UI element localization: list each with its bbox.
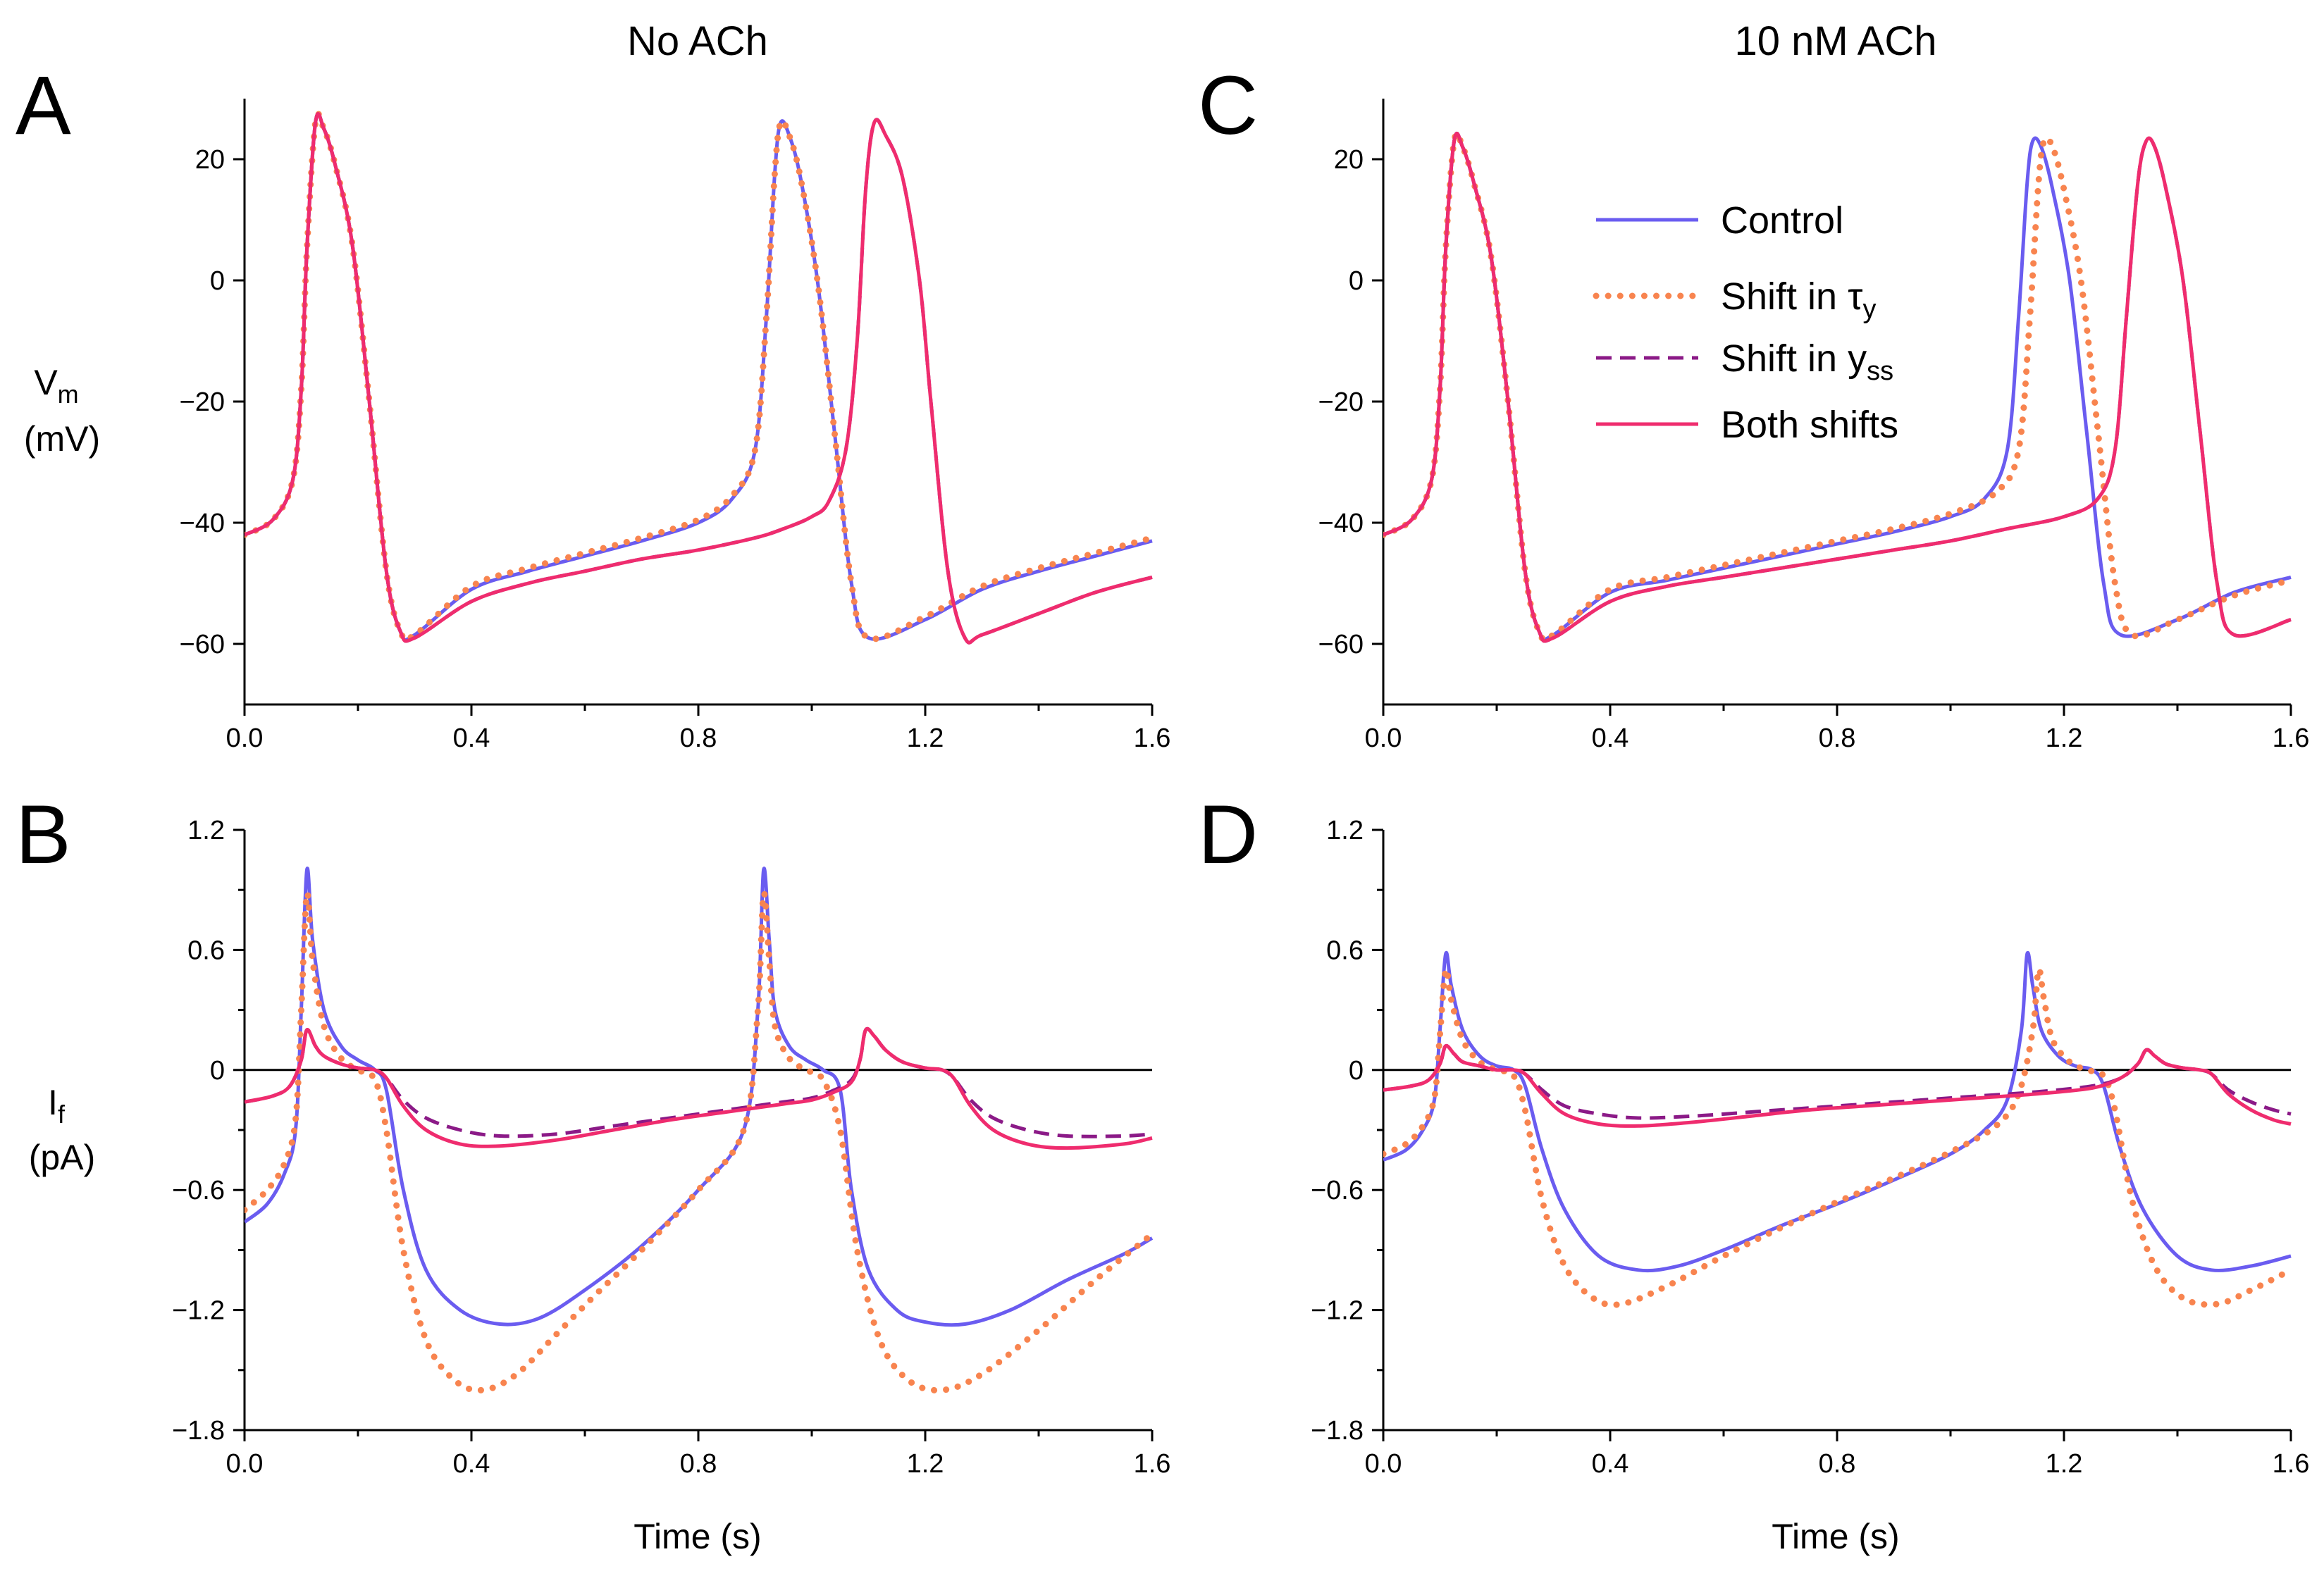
- series-tau-line-D: [1383, 966, 2294, 1308]
- column-title-left: No ACh: [627, 18, 768, 64]
- y-tick-label-D: −1.2: [1311, 1296, 1364, 1326]
- y-tick-label-C: 20: [1334, 145, 1364, 175]
- ylabel-vm-symbol: V: [34, 363, 58, 402]
- x-tick-label-B: 0.4: [453, 1449, 490, 1479]
- y-tick-label-C: −20: [1318, 387, 1364, 417]
- y-tick-label-D: 0.6: [1326, 936, 1364, 965]
- legend-label-tau-symbol: τ: [1848, 275, 1862, 318]
- y-tick-label-B: 0: [210, 1056, 225, 1086]
- legend-label-both: Both shifts: [1721, 404, 1898, 446]
- y-tick-label-A: 20: [195, 145, 225, 175]
- ylabel-vm-unit: (mV): [24, 419, 100, 459]
- x-tick-label-A: 1.6: [1134, 724, 1171, 753]
- y-tick-label-A: −20: [180, 387, 225, 417]
- svg-text:Vm: Vm: [34, 363, 78, 409]
- legend-label-yss-symbol: y: [1848, 337, 1867, 380]
- ylabel-if-subscript: f: [58, 1100, 66, 1129]
- x-tick-label-D: 0.8: [1819, 1449, 1856, 1479]
- x-tick-label-B: 1.6: [1134, 1449, 1171, 1479]
- ylabel-if: If (pA): [29, 1083, 95, 1177]
- x-tick-label-D: 1.6: [2273, 1449, 2310, 1479]
- y-tick-label-D: 0: [1349, 1056, 1364, 1086]
- panel-label-A: A: [16, 59, 71, 152]
- x-tick-label-A: 0.4: [453, 724, 490, 753]
- x-tick-label-B: 1.2: [907, 1449, 944, 1479]
- y-tick-label-D: 1.2: [1326, 816, 1364, 845]
- legend: Control Shift in τy Shift in yss Both sh…: [1593, 199, 1898, 446]
- xlabel-left: Time (s): [633, 1517, 761, 1556]
- y-tick-label-B: −1.8: [172, 1416, 225, 1446]
- y-tick-label-D: −0.6: [1311, 1176, 1364, 1205]
- series-yss-line-B: [245, 1026, 1153, 1138]
- legend-label-tau-prefix: Shift in: [1721, 275, 1848, 318]
- x-tick-label-C: 1.6: [2273, 724, 2310, 753]
- x-tick-label-C: 0.4: [1592, 724, 1629, 753]
- x-tick-label-A: 0.0: [226, 724, 264, 753]
- y-tick-label-B: −0.6: [172, 1176, 225, 1205]
- x-tick-label-D: 1.2: [2046, 1449, 2083, 1479]
- series-both-line-B: [245, 1026, 1153, 1150]
- panel-label-C: C: [1198, 59, 1258, 152]
- y-tick-label-B: 1.2: [187, 816, 225, 845]
- y-tick-label-A: −60: [180, 630, 225, 659]
- ylabel-if-unit: (pA): [29, 1138, 95, 1177]
- series-control-line-D: [1383, 950, 2292, 1273]
- svg-text:Shift in yss: Shift in yss: [1721, 337, 1893, 386]
- x-tick-label-D: 0.4: [1592, 1449, 1629, 1479]
- svg-text:If: If: [48, 1083, 66, 1129]
- series-control-line-A: [245, 112, 1153, 642]
- series-tau-line-C: [1383, 130, 2294, 643]
- panel-A-plot: 0.0 0.4 0.8 1.2 1.6 20 0 −20 −40 −60: [180, 99, 1171, 753]
- series-tau-line-B: [245, 890, 1155, 1393]
- y-tick-label-B: −1.2: [172, 1296, 225, 1326]
- svg-text:Shift in τy: Shift in τy: [1721, 275, 1876, 324]
- x-tick-label-A: 0.8: [680, 724, 717, 753]
- panel-label-D: D: [1198, 788, 1258, 881]
- ylabel-vm-subscript: m: [58, 380, 79, 409]
- ylabel-vm: Vm (mV): [24, 363, 100, 459]
- series-both-line-D: [1383, 1043, 2292, 1128]
- panel-B-plot: 0.0 0.4 0.8 1.2 1.6 1.2 0.6 0 −0.6 −1.2 −1.8: [172, 816, 1170, 1479]
- panel-C-plot: 0.0 0.4 0.8 1.2 1.6 20 0 −20 −40 −60: [1318, 99, 2310, 753]
- panel-D-plot: 0.0 0.4 0.8 1.2 1.6 1.2 0.6 0 −0.6 −1.2 −1.8: [1311, 816, 2309, 1479]
- series-both-line-A: [245, 112, 1153, 645]
- panel-label-B: B: [16, 788, 71, 881]
- y-tick-label-C: −60: [1318, 630, 1364, 659]
- y-tick-label-C: 0: [1349, 266, 1364, 296]
- xlabel-right: Time (s): [1772, 1517, 1899, 1556]
- legend-label-tau-subscript: y: [1862, 294, 1876, 324]
- x-tick-label-B: 0.0: [226, 1449, 264, 1479]
- x-tick-label-D: 0.0: [1365, 1449, 1402, 1479]
- x-tick-label-C: 1.2: [2046, 724, 2083, 753]
- x-tick-label-A: 1.2: [907, 724, 944, 753]
- legend-label-yss-prefix: Shift in: [1721, 337, 1848, 380]
- series-yss-line-A: [245, 112, 1153, 645]
- y-tick-label-D: −1.8: [1311, 1416, 1364, 1446]
- x-tick-label-C: 0.0: [1365, 724, 1402, 753]
- x-tick-label-B: 0.8: [680, 1449, 717, 1479]
- y-tick-label-C: −40: [1318, 509, 1364, 538]
- legend-label-control: Control: [1721, 199, 1843, 242]
- series-tau-line-A: [245, 111, 1155, 644]
- column-title-right: 10 nM ACh: [1735, 18, 1937, 64]
- y-tick-label-A: −40: [180, 509, 225, 538]
- ylabel-if-symbol: I: [48, 1083, 58, 1122]
- series-control-line-B: [245, 867, 1154, 1327]
- series-both-line-C: [1383, 132, 2292, 643]
- legend-label-yss-subscript: ss: [1867, 356, 1893, 386]
- x-tick-label-C: 0.8: [1819, 724, 1856, 753]
- y-tick-label-A: 0: [210, 266, 225, 296]
- y-tick-label-B: 0.6: [187, 936, 225, 965]
